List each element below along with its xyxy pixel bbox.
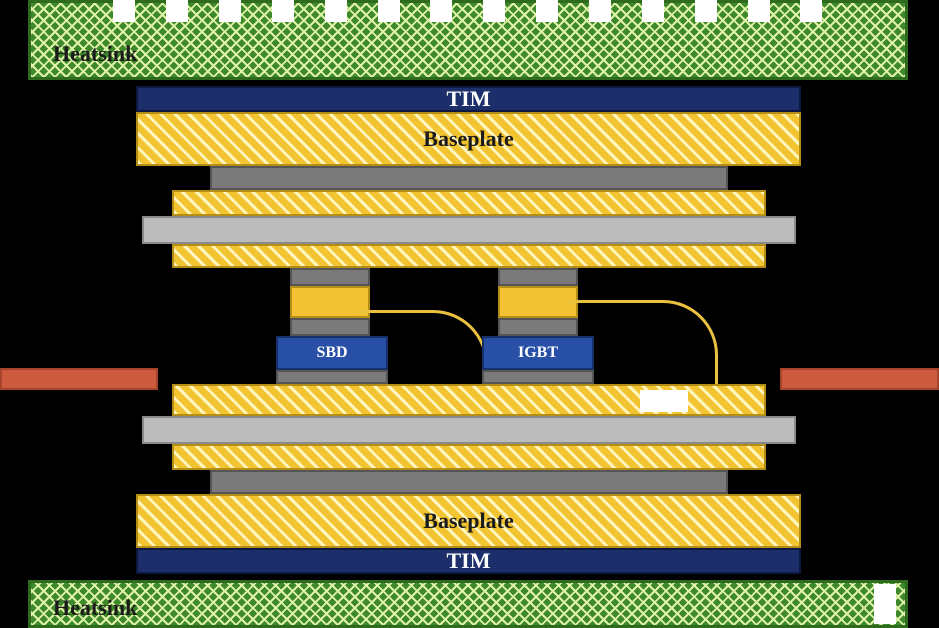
heatsink-fin [325,0,347,22]
heatsink-bottom: Heatsink [28,580,908,628]
dbc-bottom-ceramic [142,416,796,444]
chip-solder-left [276,370,388,384]
heatsink-fin [378,0,400,22]
heatsink-fin [430,0,452,22]
chip-igbt-label: IGBT [518,344,558,362]
tim-top: TIM [136,86,801,112]
post-left-solder-top [290,268,370,286]
dbc-top-copper-2 [172,244,766,268]
heatsink-fin [483,0,505,22]
tim-bottom: TIM [136,548,801,574]
heatsink-fin [272,0,294,22]
heatsink-top-label: Heatsink [53,41,137,67]
terminal-left [0,368,158,390]
heatsink-fin [748,0,770,22]
post-right-spacer [498,286,578,318]
heatsink-fin [642,0,664,22]
heatsink-fin [113,0,135,22]
tim-top-label: TIM [447,86,491,112]
post-right-solder-bottom [498,318,578,336]
dbc-top-copper-1 [172,190,766,216]
heatsink-fin [219,0,241,22]
heatsink-fin [166,0,188,22]
baseplate-top: Baseplate [136,112,801,166]
solder-top [210,166,728,190]
post-right-solder-top [498,268,578,286]
heatsink-bottom-label: Heatsink [53,595,137,621]
heatsink-fin [589,0,611,22]
baseplate-top-label: Baseplate [423,126,513,152]
dbc-bottom-copper-2 [172,444,766,470]
heatsink-top-fins [98,0,838,22]
solder-bottom [210,470,728,494]
chip-sbd-label: SBD [316,344,347,362]
heatsink-fin [695,0,717,22]
chip-igbt: IGBT [482,336,594,370]
tim-bottom-label: TIM [447,548,491,574]
baseplate-bottom-label: Baseplate [423,508,513,534]
chip-solder-right [482,370,594,384]
heatsink-fin [800,0,822,22]
terminal-right [780,368,939,390]
chip-sbd: SBD [276,336,388,370]
heatsink-bottom-fin [874,584,896,624]
dbc-top-ceramic [142,216,796,244]
heatsink-fin [536,0,558,22]
baseplate-bottom: Baseplate [136,494,801,548]
bond-pad [640,390,688,412]
